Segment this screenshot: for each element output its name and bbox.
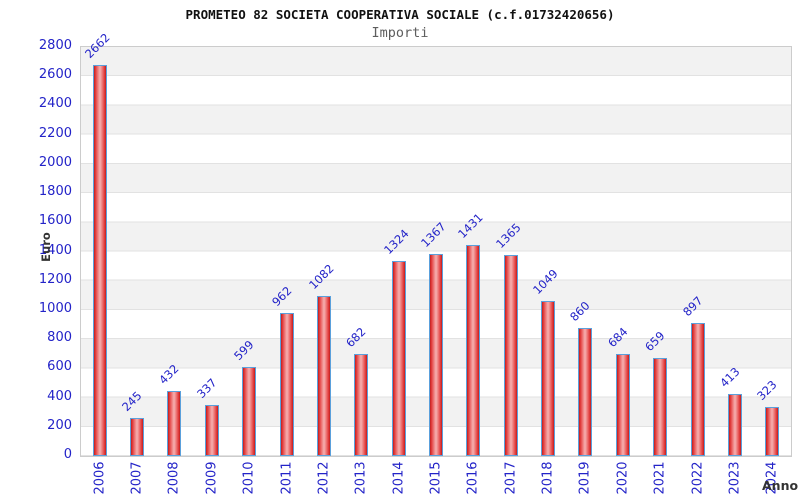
y-tick-label: 2600 [38,67,72,83]
bar-2014 [391,261,406,456]
bar-2011 [279,313,294,456]
bar-value-label: 432 [156,361,182,387]
bar-2008 [167,391,182,456]
bar-2010 [242,367,257,456]
y-tick-label: 600 [47,359,72,375]
x-tick-label: 2020 [615,461,631,495]
bar-value-label: 1365 [492,220,524,251]
bar-2013 [354,354,369,456]
x-tick-label: 2016 [465,461,481,495]
x-tick-label: 2007 [129,461,145,495]
x-tick-label: 2015 [428,461,444,495]
x-tick-label: 2019 [577,461,593,495]
bar-2017 [503,255,518,456]
x-tick-label: 2018 [540,461,556,495]
x-tick-label: 2014 [391,461,407,495]
x-tick-label: 2010 [241,461,257,495]
bar-value-label: 684 [604,324,631,350]
bar-value-label: 1049 [530,266,561,297]
y-tick-label: 1400 [38,242,72,258]
bar-2018 [541,301,556,456]
bar-value-label: 860 [567,298,593,324]
bar-value-label: 413 [717,364,743,390]
bar-2015 [429,254,443,456]
y-tick-label: 2000 [38,154,72,170]
y-tick-label: 200 [47,417,72,433]
bar-2020 [615,354,630,456]
y-tick-label: 1800 [38,184,72,200]
bar-value-label: 897 [679,293,706,319]
bar-2012 [316,296,331,456]
bar-2016 [466,245,481,456]
bar-value-label: 659 [642,328,668,354]
y-tick-label: 400 [47,388,72,404]
y-tick-label: 1200 [38,271,72,287]
chart-title: PROMETEO 82 SOCIETA COOPERATIVA SOCIALE … [185,7,615,22]
bar-value-label: 1431 [455,210,487,241]
bar-value-label: 1324 [380,226,412,257]
x-axis-label: Anno [762,478,799,493]
x-tick-label: 2008 [166,461,182,495]
y-tick-label: 2200 [38,125,72,141]
x-tick-label: 2021 [652,461,668,495]
bar-2023 [727,394,742,456]
y-tick-label: 1000 [38,300,72,316]
y-tick-label: 2400 [38,96,72,112]
bar-value-label: 245 [119,388,145,414]
bar-value-label: 599 [231,337,257,363]
x-tick-label: 2013 [353,461,369,495]
bar-value-label: 962 [268,283,295,309]
chart-subtitle: Importi [371,25,429,41]
x-tick-label: 2023 [727,461,743,495]
x-tick-label: 2006 [92,461,108,495]
y-tick-label: 1600 [38,213,72,229]
x-tick-label: 2012 [316,461,332,495]
x-tick-label: 2017 [503,461,519,495]
x-tick-label: 2022 [690,461,706,495]
y-tick-label: 800 [47,330,72,346]
bar-2007 [130,418,145,456]
bar-2019 [578,328,593,456]
y-tick-label: 2800 [38,38,72,53]
bar-2022 [690,323,705,456]
x-tick-label: 2009 [204,461,220,495]
bar-value-label: 337 [193,375,220,401]
bar-2009 [204,405,219,456]
bar-value-label: 682 [343,324,369,350]
bar-2006 [92,65,107,456]
bar-value-label: 323 [754,377,780,403]
x-tick-label: 2011 [279,461,295,495]
bar-value-label: 1367 [418,219,449,250]
y-axis-label: Euro [39,232,53,262]
y-tick-label: 0 [63,447,72,462]
bar-value-label: 1082 [305,261,337,292]
bar-2024 [765,407,780,456]
plot-area: 2662 245 432 337 599 962 1082 682 1324 1367 1431 13… [80,30,792,457]
bar-2021 [653,358,668,456]
